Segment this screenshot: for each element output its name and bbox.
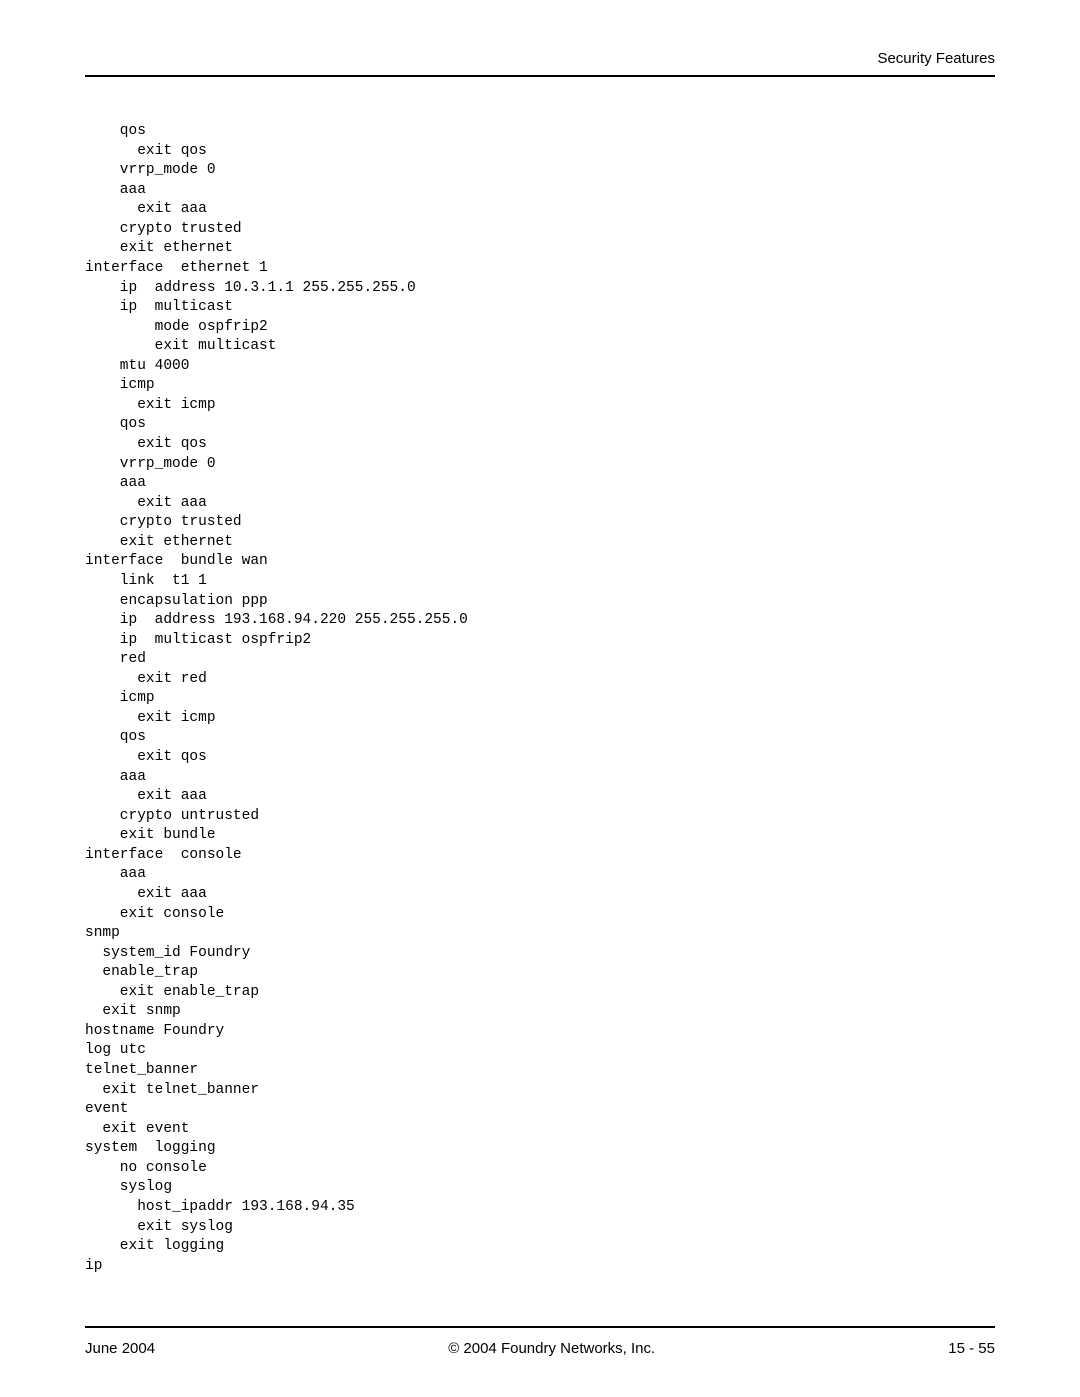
footer-page-number: 15 - 55 [948, 1340, 995, 1357]
page-header: Security Features [85, 50, 995, 77]
page-footer: June 2004 © 2004 Foundry Networks, Inc. … [85, 1326, 995, 1357]
config-code-block: qos exit qos vrrp_mode 0 aaa exit aaa cr… [85, 122, 995, 1276]
footer-copyright: © 2004 Foundry Networks, Inc. [448, 1340, 655, 1357]
header-title: Security Features [877, 50, 995, 67]
footer-date: June 2004 [85, 1340, 155, 1357]
